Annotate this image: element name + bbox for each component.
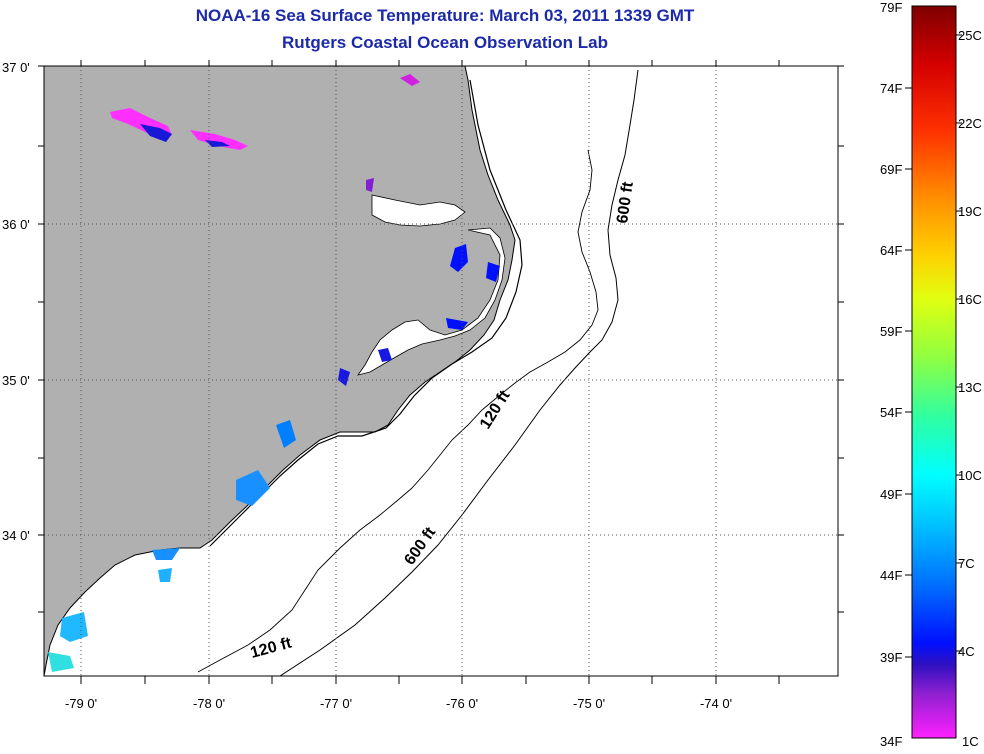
lon-label-74: -74 0'	[700, 696, 732, 711]
isobath-120ft	[197, 149, 599, 673]
colorbar-c-22: 22C	[958, 116, 982, 131]
sst-patch-blue	[205, 140, 230, 147]
bottom-ticks	[80, 60, 780, 684]
sst-patch-magenta	[190, 130, 248, 150]
map-frame	[43, 65, 839, 677]
sst-patch-cyan	[48, 652, 74, 672]
lon-label-79: -79 0'	[65, 696, 97, 711]
sst-patch-blue	[378, 348, 392, 362]
lon-label-76: -76 0'	[446, 696, 478, 711]
lon-label-77: -77 0'	[320, 696, 352, 711]
colorbar-ticks	[905, 34, 962, 658]
sst-patch-purple	[400, 74, 420, 86]
sst-patch-lightblue	[236, 470, 270, 506]
lat-label-36: 36 0'	[2, 217, 30, 232]
colorbar-c-16: 16C	[958, 292, 982, 307]
sst-data-patches	[48, 74, 500, 672]
sst-patch-lightblue	[276, 420, 296, 448]
sst-patch-blue	[140, 124, 172, 142]
lat-label-34: 34 0'	[2, 528, 30, 543]
colorbar-f-69: 69F	[880, 162, 902, 177]
colorbar-c-7: 7C	[958, 556, 975, 571]
colorbar-f-39: 39F	[880, 650, 902, 665]
isobath-600ft	[279, 69, 639, 676]
sst-patch-blue	[486, 262, 500, 282]
colorbar-c-19: 19C	[958, 204, 982, 219]
figure-title: NOAA-16 Sea Surface Temperature: March 0…	[195, 6, 695, 25]
lon-label-75: -75 0'	[573, 696, 605, 711]
lat-label-35: 35 0'	[2, 373, 30, 388]
coastline	[209, 79, 523, 547]
colorbar-f-74: 74F	[880, 81, 902, 96]
figure-subtitle: Rutgers Coastal Ocean Observation Lab	[282, 33, 608, 52]
sst-patch-blue	[450, 244, 468, 272]
colorbar-f-64: 64F	[880, 243, 902, 258]
lat-label-37: 37 0'	[2, 60, 30, 75]
albemarle-sound	[371, 194, 466, 227]
colorbar-c-1: 1C	[962, 734, 979, 749]
colorbar-c-10: 10C	[958, 468, 982, 483]
colorbar-c-4: 4C	[958, 644, 975, 659]
colorbar-f-54: 54F	[880, 405, 902, 420]
colorbar-f-79: 79F	[880, 0, 902, 15]
left-ticks	[38, 65, 844, 613]
colorbar-c-13: 13C	[958, 380, 982, 395]
colorbar-f-44: 44F	[880, 568, 902, 583]
colorbar-c-25: 25C	[958, 28, 982, 43]
sst-patch-blue	[338, 368, 350, 386]
isobath-label-600ft-north: 600 ft	[614, 180, 637, 224]
gridlines	[44, 66, 838, 676]
colorbar-f-34: 34F	[880, 734, 902, 749]
colorbar	[911, 5, 957, 739]
colorbar-f-59: 59F	[880, 324, 902, 339]
colorbar-f-49: 49F	[880, 487, 902, 502]
pamlico-sound	[357, 227, 506, 376]
sst-patch-lightblue	[152, 548, 180, 560]
sst-patch-cyan	[158, 568, 172, 582]
lon-label-78: -78 0'	[193, 696, 225, 711]
sst-patch-purple	[366, 178, 374, 192]
